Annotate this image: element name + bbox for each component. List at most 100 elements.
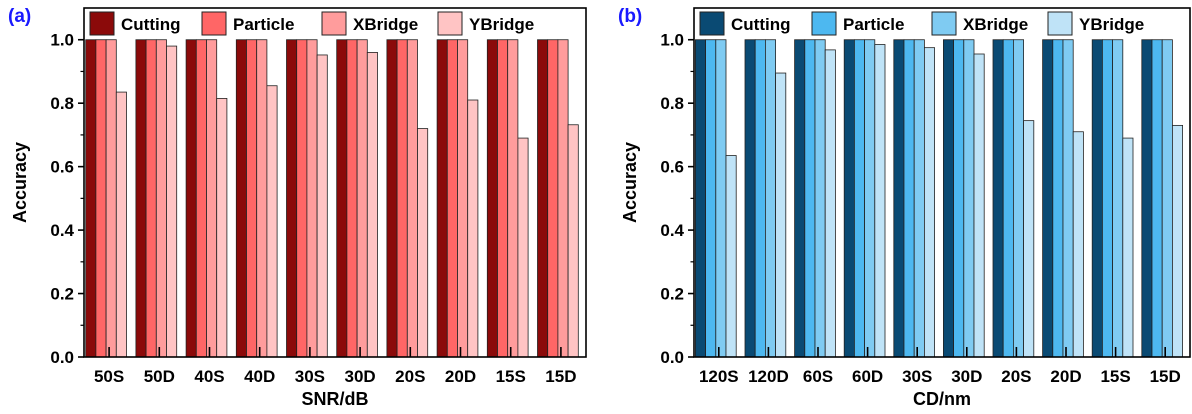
- bar-xbridge-120d: [765, 39, 777, 358]
- y-axis-title: Accuracy: [620, 142, 640, 223]
- bar-ybridge-30d: [366, 52, 378, 358]
- bar-particle-40d: [246, 39, 258, 358]
- legend-label-particle: Particle: [233, 15, 294, 34]
- y-tick-label: 1.0: [660, 31, 684, 50]
- bar-xbridge-20d: [457, 39, 469, 358]
- bar-ybridge-30s: [924, 47, 936, 358]
- bar-xbridge-20d: [1062, 39, 1074, 358]
- x-tick-label: 30S: [902, 367, 932, 386]
- y-tick-label: 1.0: [50, 31, 74, 50]
- bar-xbridge-20s: [406, 39, 418, 358]
- legend-label-xbridge: XBridge: [963, 15, 1028, 34]
- bar-ybridge-15d: [567, 124, 579, 358]
- bar-particle-15d: [1151, 39, 1163, 358]
- bar-ybridge-60d: [874, 44, 886, 358]
- legend-label-ybridge: YBridge: [1079, 15, 1144, 34]
- bar-xbridge-50s: [105, 39, 117, 358]
- legend-swatch-xbridge: [321, 11, 347, 36]
- x-tick-label: 50S: [94, 367, 124, 386]
- x-tick-label: 15D: [545, 367, 576, 386]
- bar-cutting-50s: [85, 39, 97, 358]
- bar-xbridge-30s: [306, 39, 318, 358]
- x-tick-label: 120S: [699, 367, 739, 386]
- bar-cutting-50d: [135, 39, 147, 358]
- bar-ybridge-30s: [316, 54, 328, 358]
- bar-ybridge-15s: [517, 137, 529, 358]
- y-tick-label: 0.8: [660, 94, 684, 113]
- y-tick-label: 0.0: [660, 348, 684, 367]
- bar-xbridge-40d: [256, 39, 268, 358]
- x-tick-label: 40D: [244, 367, 275, 386]
- bar-cutting-30d: [336, 39, 348, 358]
- bar-xbridge-20s: [1013, 39, 1025, 358]
- x-tick-label: 30D: [345, 367, 376, 386]
- x-tick-label: 60D: [852, 367, 883, 386]
- y-tick-label: 0.4: [660, 221, 684, 240]
- bar-particle-120s: [705, 39, 717, 358]
- y-tick-label: 0.2: [50, 285, 74, 304]
- bar-ybridge-20s: [417, 128, 429, 358]
- bar-particle-15s: [497, 39, 509, 358]
- legend-swatch-particle: [811, 11, 837, 36]
- x-tick-label: 15D: [1150, 367, 1181, 386]
- bar-ybridge-20d: [1072, 131, 1084, 358]
- x-tick-label: 15S: [496, 367, 526, 386]
- bar-xbridge-30d: [963, 39, 975, 358]
- x-tick-label: 30S: [295, 367, 325, 386]
- x-tick-label: 20D: [1050, 367, 1081, 386]
- bar-xbridge-30s: [913, 39, 925, 358]
- bar-ybridge-15s: [1122, 137, 1134, 358]
- bar-ybridge-120s: [725, 155, 737, 358]
- bar-ybridge-20s: [1023, 120, 1035, 358]
- bar-cutting-60s: [794, 39, 806, 358]
- bar-ybridge-50s: [115, 91, 127, 358]
- legend-swatch-particle: [201, 11, 227, 36]
- bar-cutting-20s: [386, 39, 398, 358]
- x-axis-title: CD/nm: [913, 389, 971, 409]
- bar-particle-20s: [1002, 39, 1014, 358]
- x-tick-label: 50D: [144, 367, 175, 386]
- legend-label-cutting: Cutting: [121, 15, 180, 34]
- bar-particle-50d: [145, 39, 157, 358]
- bar-cutting-20d: [436, 39, 448, 358]
- x-tick-label: 20S: [1001, 367, 1031, 386]
- bar-cutting-40d: [235, 39, 247, 358]
- bar-xbridge-50d: [155, 39, 167, 358]
- x-tick-label: 15S: [1100, 367, 1130, 386]
- bar-ybridge-40d: [266, 85, 278, 358]
- legend-swatch-cutting: [699, 11, 725, 36]
- bar-cutting-30s: [893, 39, 905, 358]
- bar-xbridge-15s: [1112, 39, 1124, 358]
- bar-xbridge-15d: [557, 39, 569, 358]
- plot-frame: [83, 7, 587, 358]
- bar-cutting-40s: [185, 39, 197, 358]
- bar-particle-50s: [95, 39, 107, 358]
- y-tick-label: 0.4: [50, 221, 74, 240]
- y-tick-label: 0.6: [50, 158, 74, 177]
- bar-cutting-15d: [1141, 39, 1153, 358]
- bar-particle-15s: [1102, 39, 1114, 358]
- y-tick-label: 0.8: [50, 94, 74, 113]
- bar-ybridge-60s: [824, 49, 836, 358]
- legend-swatch-ybridge: [1047, 11, 1073, 36]
- x-tick-label: 60S: [803, 367, 833, 386]
- bar-xbridge-40s: [206, 39, 218, 358]
- panel-b: (b) 0.0 0.2 0.4 0.6 0.8 1.0 120S 120D 60S 60D 30S 30…: [618, 6, 1191, 409]
- panel-label: (a): [8, 6, 31, 27]
- y-tick-label: 0.2: [660, 285, 684, 304]
- bar-xbridge-60s: [814, 39, 826, 358]
- x-tick-label: 20S: [395, 367, 425, 386]
- x-tick-label: 20D: [445, 367, 476, 386]
- legend-label-cutting: Cutting: [731, 15, 790, 34]
- bar-particle-40s: [195, 39, 207, 358]
- bar-particle-15d: [547, 39, 559, 358]
- bar-cutting-20s: [992, 39, 1004, 358]
- bar-particle-120d: [754, 39, 766, 358]
- bar-ybridge-15d: [1172, 124, 1184, 358]
- bar-particle-20d: [1052, 39, 1064, 358]
- bar-cutting-120d: [744, 39, 756, 358]
- bar-particle-20d: [446, 39, 458, 358]
- y-tick-label: 0.6: [660, 158, 684, 177]
- bar-particle-30s: [903, 39, 915, 358]
- panel-label: (b): [618, 6, 642, 27]
